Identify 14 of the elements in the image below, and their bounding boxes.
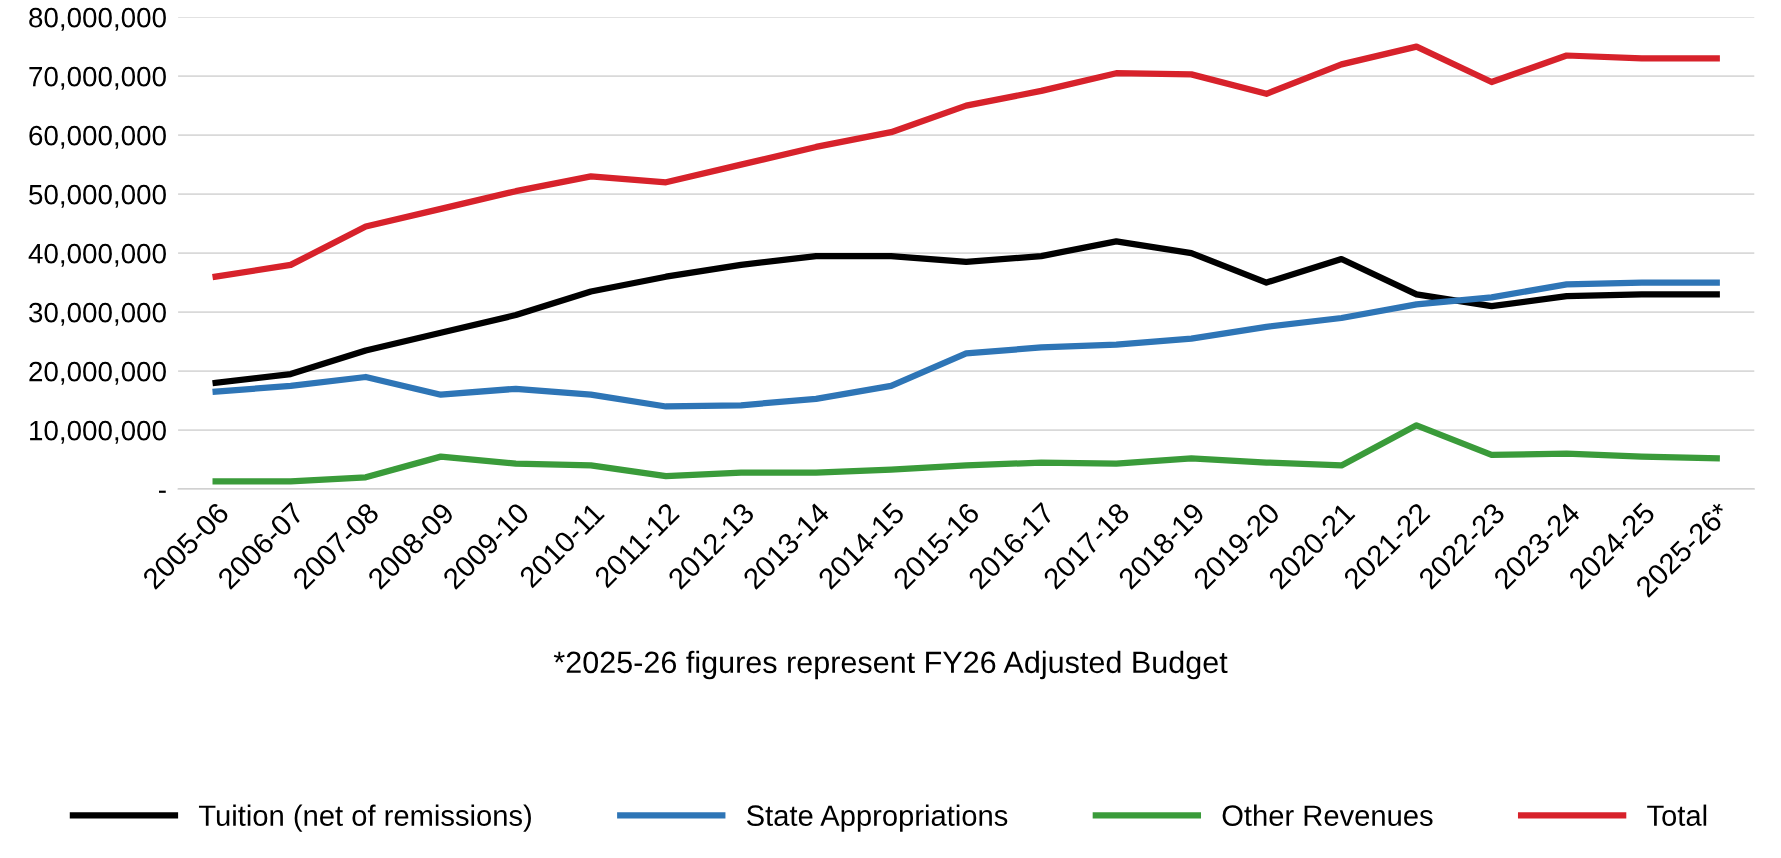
legend-label: State Appropriations <box>746 804 1008 832</box>
text: *2025-26 figures represent FY26 Adjusted Budget <box>553 650 1228 680</box>
y-tick-label: 70,000,000 <box>29 66 166 90</box>
y-tick-label: 10,000,000 <box>30 420 166 444</box>
y-tick-label: 80,000,000 <box>29 7 166 31</box>
legend-label: Tuition (net of remissions) <box>198 804 531 832</box>
legend-label: Total <box>1647 804 1707 826</box>
y-tick-label: 60,000,000 <box>29 125 166 149</box>
legend-label: Other Revenues <box>1222 804 1433 826</box>
y-tick-label: - <box>158 490 166 493</box>
y-tick-label: 30,000,000 <box>29 302 166 326</box>
y-tick-label: 50,000,000 <box>29 184 166 208</box>
y-tick-label: 20,000,000 <box>29 361 166 385</box>
y-tick-label: 40,000,000 <box>28 243 166 267</box>
